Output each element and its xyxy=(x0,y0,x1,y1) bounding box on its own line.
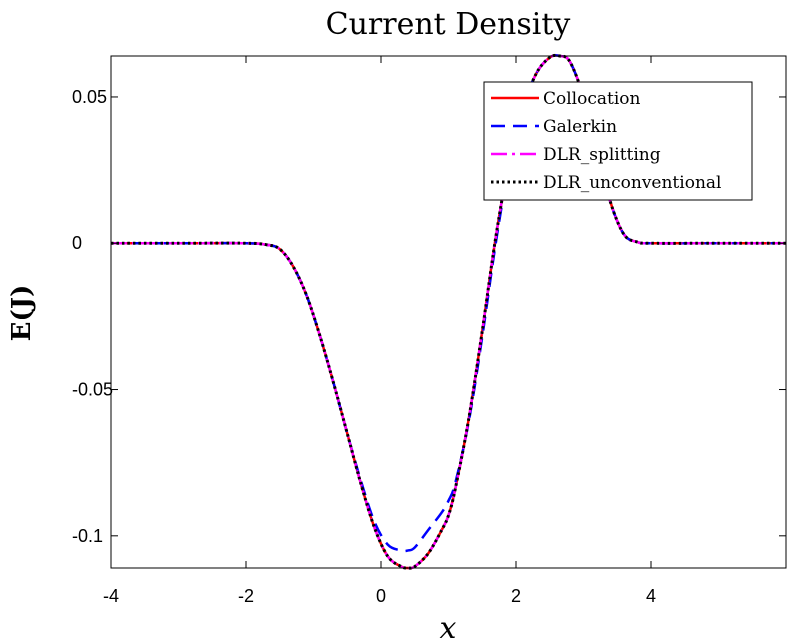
x-tick-label: 2 xyxy=(511,586,521,606)
y-tick-label: -0.1 xyxy=(72,526,103,546)
x-tick-label: -4 xyxy=(103,586,119,606)
chart-title: Current Density xyxy=(326,7,571,42)
x-tick-label: -2 xyxy=(238,586,254,606)
y-tick-label: -0.05 xyxy=(72,380,113,400)
x-tick-label: 0 xyxy=(376,586,386,606)
legend-box xyxy=(483,81,753,201)
y-axis-label: E(J) xyxy=(7,285,37,342)
y-tick-label: 0.05 xyxy=(72,87,107,107)
legend: Collocation Galerkin DLR_splitting DLR_unco… xyxy=(483,81,753,201)
y-tick-label: 0 xyxy=(72,233,82,253)
tick-layer: -4 -2 0 2 4 -0.1 -0.05 0 0.05 xyxy=(72,56,786,606)
legend-label: DLR_splitting xyxy=(543,145,661,165)
legend-label: Collocation xyxy=(543,89,641,109)
x-axis-label: x xyxy=(440,611,457,642)
legend-label: Galerkin xyxy=(543,117,617,137)
x-tick-label: 4 xyxy=(646,586,656,606)
plot-area-frame xyxy=(110,55,787,569)
legend-label: DLR_unconventional xyxy=(543,173,721,193)
